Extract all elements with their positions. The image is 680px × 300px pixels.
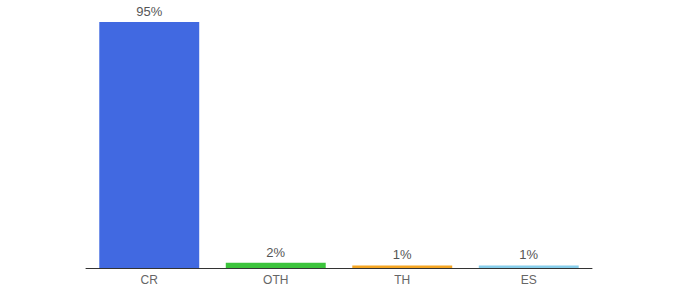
- svg-text:1%: 1%: [393, 247, 412, 262]
- svg-text:CR: CR: [141, 273, 159, 287]
- svg-text:OTH: OTH: [263, 273, 288, 287]
- svg-text:1%: 1%: [519, 247, 538, 262]
- svg-text:2%: 2%: [266, 245, 285, 260]
- svg-text:TH: TH: [394, 273, 410, 287]
- svg-text:95%: 95%: [136, 4, 162, 19]
- svg-text:ES: ES: [521, 273, 537, 287]
